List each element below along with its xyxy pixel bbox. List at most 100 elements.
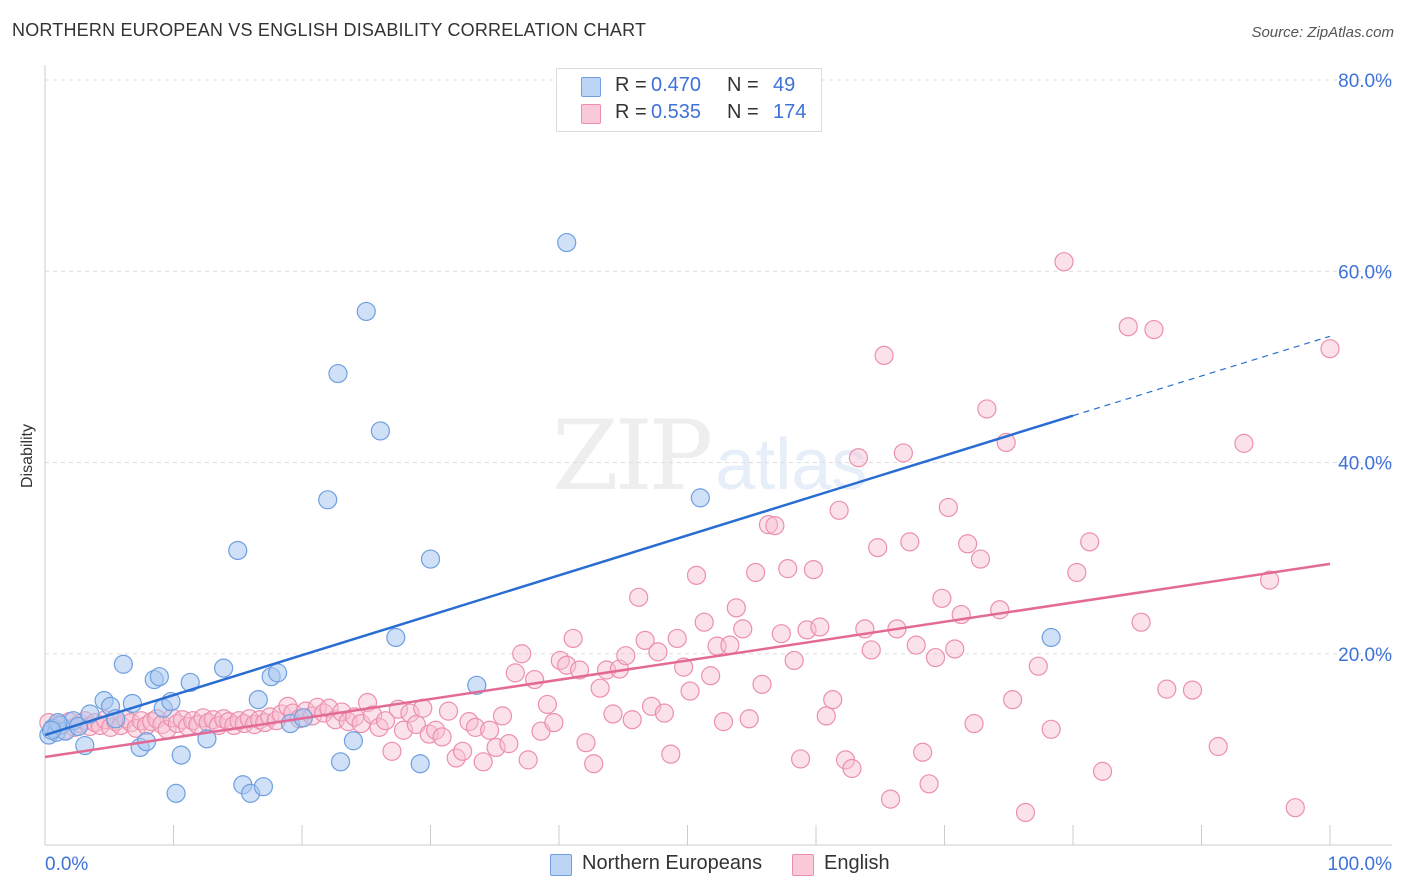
english-point (654, 703, 674, 723)
english-point (473, 752, 493, 772)
northern-european-point (166, 783, 186, 803)
english-point (938, 497, 958, 518)
source-label: Source: ZipAtlas.com (1251, 24, 1394, 41)
english-point (1003, 690, 1023, 710)
legend-swatch-pink (792, 854, 814, 876)
northern-european-point (330, 752, 351, 772)
english-point (667, 628, 687, 649)
watermark: ZIPatlas (552, 400, 867, 512)
northern-european-point (410, 754, 430, 774)
english-point (1067, 562, 1087, 583)
english-point (382, 741, 402, 761)
northern-european-point (420, 549, 441, 569)
english-point (239, 709, 259, 729)
english-point (648, 642, 668, 662)
english-point (453, 741, 473, 761)
legend-r-label: R = (615, 74, 647, 96)
northern-european-point (690, 488, 710, 508)
english-point (925, 647, 946, 668)
english-point (537, 694, 558, 715)
english-point (720, 635, 740, 655)
english-point (958, 534, 978, 554)
english-point (893, 443, 913, 463)
english-point (400, 703, 420, 723)
northern-european-point (149, 667, 169, 687)
english-point (861, 640, 881, 660)
y-tick-label: 80.0% (1338, 71, 1392, 92)
english-point (906, 635, 926, 655)
northern-european-point (557, 232, 577, 253)
english-point (406, 714, 426, 735)
english-point (465, 717, 486, 737)
legend-r-value: 0.535 (651, 101, 702, 123)
english-point (746, 562, 766, 583)
english-point (505, 663, 525, 683)
northern-european-point (248, 690, 268, 710)
english-point (771, 624, 791, 644)
watermark-atlas: atlas (715, 425, 868, 505)
northern-european-point (180, 672, 200, 693)
english-point (758, 515, 779, 535)
y-tick-label: 40.0% (1338, 454, 1392, 475)
northern-european-point (214, 658, 234, 678)
english-point (661, 744, 681, 764)
english-point (803, 559, 824, 580)
english-point (900, 532, 920, 552)
legend-swatch-blue (581, 77, 601, 97)
english-point (919, 774, 939, 794)
english-point (829, 500, 849, 520)
english-point (590, 678, 610, 698)
english-point (868, 538, 888, 558)
english-point (686, 565, 707, 585)
english-point (492, 706, 513, 726)
northern-european-point (1041, 627, 1061, 648)
english-point (1285, 798, 1305, 818)
english-point (1092, 761, 1113, 781)
english-point (563, 628, 583, 649)
english-point (1028, 656, 1048, 676)
english-point (1144, 319, 1164, 340)
legend-item-english: English (792, 850, 912, 880)
legend-item-northern-europeans: Northern Europeans (550, 850, 780, 880)
english-point (945, 639, 965, 659)
northern-european-point (228, 540, 248, 561)
english-point (964, 713, 984, 734)
english-point (977, 399, 997, 419)
english-point (990, 600, 1010, 620)
legend-n-value: 49 (773, 74, 796, 96)
legend-n-label: N = (727, 101, 759, 123)
english-trend-line (44, 562, 1331, 759)
english-point (576, 733, 596, 753)
english-point (823, 690, 843, 710)
english-point (790, 749, 811, 769)
english-point (480, 720, 500, 740)
legend-n-label: N = (727, 74, 759, 96)
legend-swatch-pink (581, 104, 601, 124)
english-point (214, 709, 234, 729)
english-point (1041, 719, 1061, 739)
english-point (1208, 736, 1228, 757)
legend-swatch-blue (550, 854, 572, 876)
y-tick-label: 20.0% (1338, 645, 1392, 666)
watermark-zip: ZIP (552, 400, 713, 512)
english-point (752, 674, 772, 694)
english-point (603, 704, 623, 724)
english-point (726, 598, 746, 618)
english-point (616, 646, 636, 666)
y-tick-label: 60.0% (1338, 262, 1392, 283)
english-point (713, 712, 734, 732)
english-point (932, 588, 952, 608)
english-point (1182, 680, 1203, 700)
english-point (1118, 317, 1138, 337)
english-point (784, 650, 804, 671)
chart-title: NORTHERN EUROPEAN VS ENGLISH DISABILITY … (12, 20, 647, 40)
english-point (913, 742, 933, 762)
legend-r-value: 0.470 (651, 74, 702, 96)
english-point (375, 711, 396, 731)
northern-european-point (267, 663, 288, 683)
english-point (842, 758, 862, 779)
legend-stats: R = 0.470 N = 49 R = 0.535 N = 174 (556, 68, 822, 132)
english-point (701, 666, 721, 686)
northern-european-point (171, 745, 191, 765)
northern-european-point (318, 490, 338, 510)
